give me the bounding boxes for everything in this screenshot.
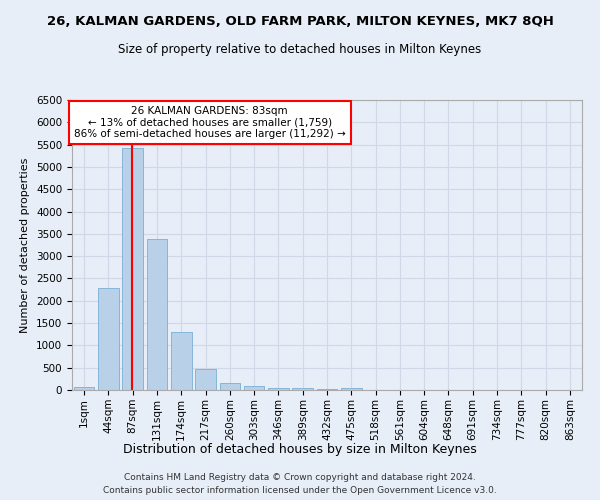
Bar <box>171 332 191 390</box>
Bar <box>74 386 94 390</box>
Text: Size of property relative to detached houses in Milton Keynes: Size of property relative to detached ho… <box>118 42 482 56</box>
Bar <box>341 388 362 390</box>
Bar <box>244 386 265 390</box>
Bar <box>268 388 289 390</box>
Bar <box>292 388 313 390</box>
Bar <box>195 368 216 390</box>
Text: 26, KALMAN GARDENS, OLD FARM PARK, MILTON KEYNES, MK7 8QH: 26, KALMAN GARDENS, OLD FARM PARK, MILTO… <box>47 15 553 28</box>
Bar <box>146 239 167 390</box>
Bar <box>220 383 240 390</box>
Text: 26 KALMAN GARDENS: 83sqm
← 13% of detached houses are smaller (1,759)
86% of sem: 26 KALMAN GARDENS: 83sqm ← 13% of detach… <box>74 106 346 139</box>
Text: Contains public sector information licensed under the Open Government Licence v3: Contains public sector information licen… <box>103 486 497 495</box>
Bar <box>122 148 143 390</box>
Text: Distribution of detached houses by size in Milton Keynes: Distribution of detached houses by size … <box>123 442 477 456</box>
Y-axis label: Number of detached properties: Number of detached properties <box>20 158 31 332</box>
Bar <box>98 288 119 390</box>
Bar <box>317 388 337 390</box>
Text: Contains HM Land Registry data © Crown copyright and database right 2024.: Contains HM Land Registry data © Crown c… <box>124 472 476 482</box>
